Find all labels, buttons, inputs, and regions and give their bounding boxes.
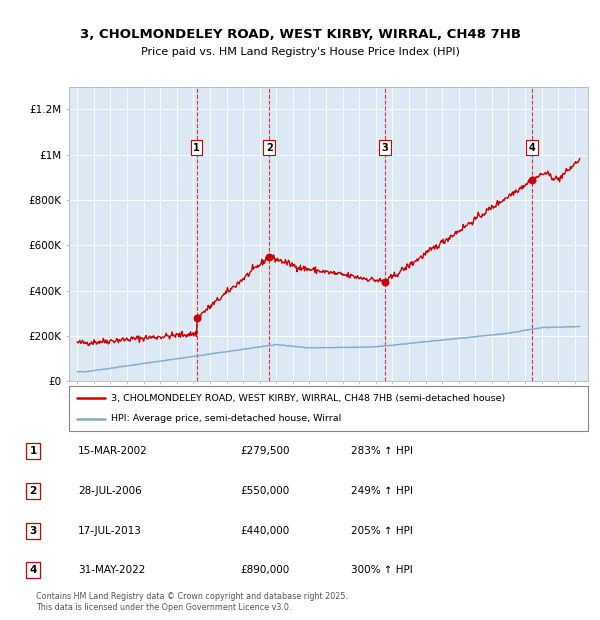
Text: HPI: Average price, semi-detached house, Wirral: HPI: Average price, semi-detached house,…	[110, 414, 341, 423]
Point	[527, 175, 537, 185]
Text: 28-JUL-2006: 28-JUL-2006	[78, 486, 142, 496]
Text: 1: 1	[193, 143, 200, 153]
Text: 3, CHOLMONDELEY ROAD, WEST KIRBY, WIRRAL, CH48 7HB: 3, CHOLMONDELEY ROAD, WEST KIRBY, WIRRAL…	[79, 28, 521, 40]
Point	[192, 313, 202, 323]
Text: £550,000: £550,000	[240, 486, 289, 496]
Point	[265, 252, 274, 262]
Text: 300% ↑ HPI: 300% ↑ HPI	[351, 565, 413, 575]
Text: 15-MAR-2002: 15-MAR-2002	[78, 446, 148, 456]
Text: 3, CHOLMONDELEY ROAD, WEST KIRBY, WIRRAL, CH48 7HB (semi-detached house): 3, CHOLMONDELEY ROAD, WEST KIRBY, WIRRAL…	[110, 394, 505, 403]
FancyBboxPatch shape	[69, 386, 588, 431]
Text: £440,000: £440,000	[240, 526, 289, 536]
Text: 4: 4	[29, 565, 37, 575]
Text: Price paid vs. HM Land Registry's House Price Index (HPI): Price paid vs. HM Land Registry's House …	[140, 47, 460, 57]
Text: 283% ↑ HPI: 283% ↑ HPI	[351, 446, 413, 456]
Text: £279,500: £279,500	[240, 446, 290, 456]
Point	[380, 277, 389, 286]
Text: 4: 4	[529, 143, 535, 153]
Text: 1: 1	[29, 446, 37, 456]
Text: 17-JUL-2013: 17-JUL-2013	[78, 526, 142, 536]
Text: 31-MAY-2022: 31-MAY-2022	[78, 565, 145, 575]
Text: 249% ↑ HPI: 249% ↑ HPI	[351, 486, 413, 496]
Text: 3: 3	[382, 143, 388, 153]
Text: £890,000: £890,000	[240, 565, 289, 575]
Text: 205% ↑ HPI: 205% ↑ HPI	[351, 526, 413, 536]
Text: 3: 3	[29, 526, 37, 536]
Text: 2: 2	[266, 143, 272, 153]
Text: Contains HM Land Registry data © Crown copyright and database right 2025.
This d: Contains HM Land Registry data © Crown c…	[36, 592, 348, 611]
Text: 2: 2	[29, 486, 37, 496]
